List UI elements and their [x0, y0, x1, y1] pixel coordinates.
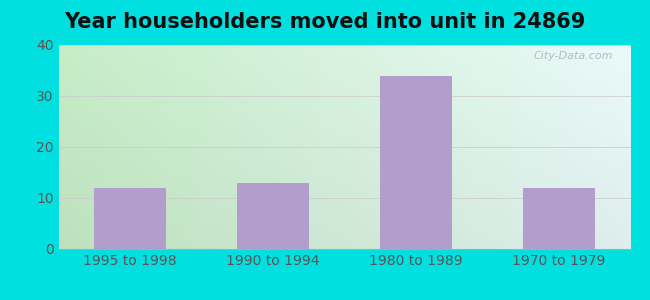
Bar: [380, 76, 452, 249]
Bar: [94, 188, 166, 249]
Bar: [237, 183, 309, 249]
Text: Year householders moved into unit in 24869: Year householders moved into unit in 248…: [64, 12, 586, 32]
Text: City-Data.com: City-Data.com: [534, 51, 614, 61]
Bar: [523, 188, 595, 249]
